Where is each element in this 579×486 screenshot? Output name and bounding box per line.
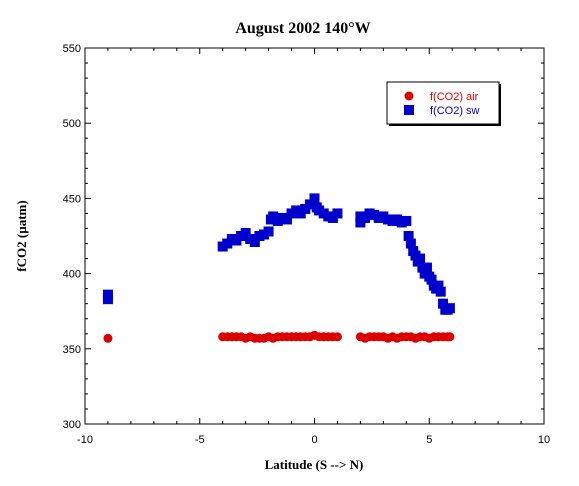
- data-point: [240, 227, 251, 238]
- legend-box-shadow-bottom: [389, 124, 501, 126]
- data-point: [332, 332, 342, 342]
- data-series: [102, 193, 455, 343]
- legend-box-shadow-right: [499, 84, 501, 126]
- data-point: [102, 289, 113, 300]
- data-point: [415, 253, 426, 264]
- legend-marker: [404, 91, 414, 101]
- data-point: [332, 208, 343, 219]
- y-axis-label: fCO2 (µatm): [14, 200, 29, 271]
- data-point: [405, 238, 416, 249]
- data-point: [433, 280, 444, 291]
- data-point: [426, 274, 437, 285]
- data-point: [249, 237, 260, 248]
- axis-tick-labels: -10 -5 0 5 10 300 350 400 450 500 550: [63, 43, 550, 446]
- y-tick-label: 550: [63, 43, 81, 55]
- x-tick-label: -5: [195, 434, 205, 446]
- series-sw: [102, 193, 455, 315]
- data-point: [401, 215, 412, 226]
- y-tick-label: 450: [63, 193, 81, 205]
- x-tick-label: 5: [426, 434, 432, 446]
- data-point: [445, 332, 455, 342]
- data-point: [309, 193, 320, 204]
- x-axis-label: Latitude (S --> N): [265, 457, 364, 472]
- legend: f(CO2) air f(CO2) sw: [386, 81, 501, 126]
- axis-ticks: [84, 47, 545, 425]
- legend-label: f(CO2) air: [430, 91, 479, 103]
- y-tick-label: 500: [63, 118, 81, 130]
- data-point: [435, 286, 446, 297]
- data-point: [281, 214, 292, 225]
- data-point: [438, 298, 449, 309]
- series-air: [103, 330, 455, 343]
- data-point: [304, 199, 315, 210]
- data-point: [263, 226, 274, 237]
- chart-title: August 2002 140°W: [235, 20, 370, 37]
- data-point: [403, 231, 414, 241]
- x-tick-label: -10: [77, 434, 93, 446]
- x-tick-label: 10: [538, 434, 550, 446]
- y-tick-label: 300: [63, 419, 81, 431]
- y-tick-label: 350: [63, 344, 81, 356]
- legend-box: [386, 81, 500, 125]
- x-tick-label: 0: [311, 434, 317, 446]
- data-point: [103, 333, 113, 343]
- legend-marker: [404, 105, 414, 115]
- data-point: [444, 303, 455, 314]
- y-tick-label: 400: [63, 269, 81, 281]
- data-point: [421, 262, 432, 273]
- legend-label: f(CO2) sw: [430, 105, 480, 117]
